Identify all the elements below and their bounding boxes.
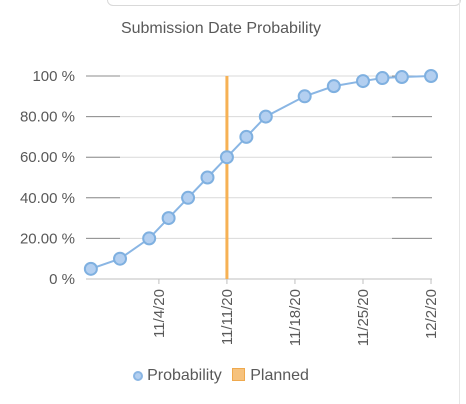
probability-point [161,211,176,226]
legend-item-planned[interactable]: Planned [232,367,309,385]
planned-marker-icon [232,368,246,381]
x-tick-label: 11/11/20 [219,289,236,345]
y-tick-label: 40.00 % [20,190,75,207]
probability-point [83,261,98,276]
probability-point [326,79,341,94]
probability-line [90,75,432,270]
probability-point [142,231,157,246]
x-tick-label: 12/2/20 [423,289,440,339]
legend-label-probability: Probability [147,367,222,384]
y-tick-label: 20.00 % [20,230,75,247]
y-tick-label: 100 % [32,68,75,85]
y-tick-label: 0 % [49,271,75,288]
probability-point [394,70,409,85]
card-right-border [459,0,460,404]
probability-point [297,89,312,104]
x-tick-label: 11/25/20 [355,289,372,346]
legend-label-planned: Planned [250,367,309,384]
probability-marker-icon [133,371,144,381]
probability-point [375,71,390,86]
probability-point [355,74,370,89]
probability-point [239,129,254,144]
legend-item-probability[interactable]: Probability [133,367,222,385]
probability-point [219,150,234,165]
probability-point [181,190,196,205]
x-tick-label: 11/4/20 [151,289,168,338]
probability-point [200,170,215,185]
probability-point [424,69,439,83]
x-tick-label: 11/18/20 [287,289,304,346]
probability-point [113,251,128,266]
probability-point [258,109,273,124]
y-tick-label: 60.00 % [20,149,75,166]
chart-legend: Probability Planned [0,367,442,385]
y-tick-label: 80.00 % [20,109,75,126]
chart-title: Submission Date Probability [120,20,322,37]
